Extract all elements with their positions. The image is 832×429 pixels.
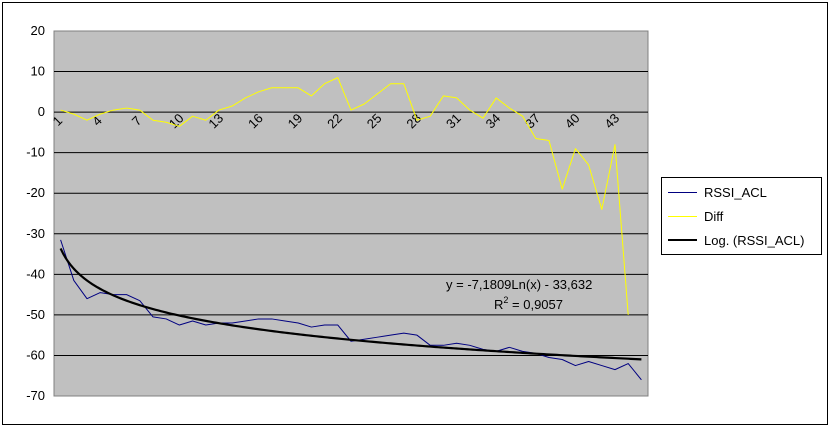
r-squared-label: R2 = 0,9057 (494, 295, 563, 312)
series-line-0 (60, 239, 642, 381)
y-tick-label: -60 (26, 347, 45, 362)
series-line-1 (60, 77, 629, 315)
y-tick-label: -10 (26, 145, 45, 160)
legend-item-diff: Diff (668, 208, 723, 224)
y-tick-label: -20 (26, 185, 45, 200)
legend-label-diff: Diff (704, 208, 724, 224)
legend-swatch-trendline (668, 239, 697, 241)
y-tick-label: -40 (26, 266, 45, 281)
y-tick-label: -50 (26, 307, 45, 322)
legend-item-rssi: RSSI_ACL (668, 184, 767, 200)
y-tick-label: -70 (26, 388, 45, 403)
legend-item-trendline: Log. (RSSI_ACL) (668, 232, 804, 248)
gridlines (54, 71, 648, 356)
series-line-trendline (59, 248, 642, 361)
chart-frame: 20 10 0 -10 -20 -30 -40 -50 -60 -70 1 4 7 10 13 16 19 22… (2, 2, 828, 425)
y-tick-label: -30 (26, 226, 45, 241)
y-tick-label: 20 (31, 23, 45, 38)
legend-swatch-diff (668, 215, 697, 217)
plot-area (53, 30, 649, 397)
y-tick-label: 10 (31, 64, 45, 79)
legend-label-trendline: Log. (RSSI_ACL) (704, 232, 805, 248)
series-lines (59, 77, 642, 381)
y-axis-tick-labels: 20 10 0 -10 -20 -30 -40 -50 -60 -70 (26, 23, 45, 403)
legend-label-rssi: RSSI_ACL (704, 184, 767, 200)
legend-swatch-rssi (668, 191, 697, 193)
trendline-equation: y = -7,1809Ln(x) - 33,632 (446, 277, 592, 292)
legend: RSSI_ACL Diff Log. (RSSI_ACL) (661, 177, 822, 255)
y-tick-label: 0 (38, 104, 45, 119)
